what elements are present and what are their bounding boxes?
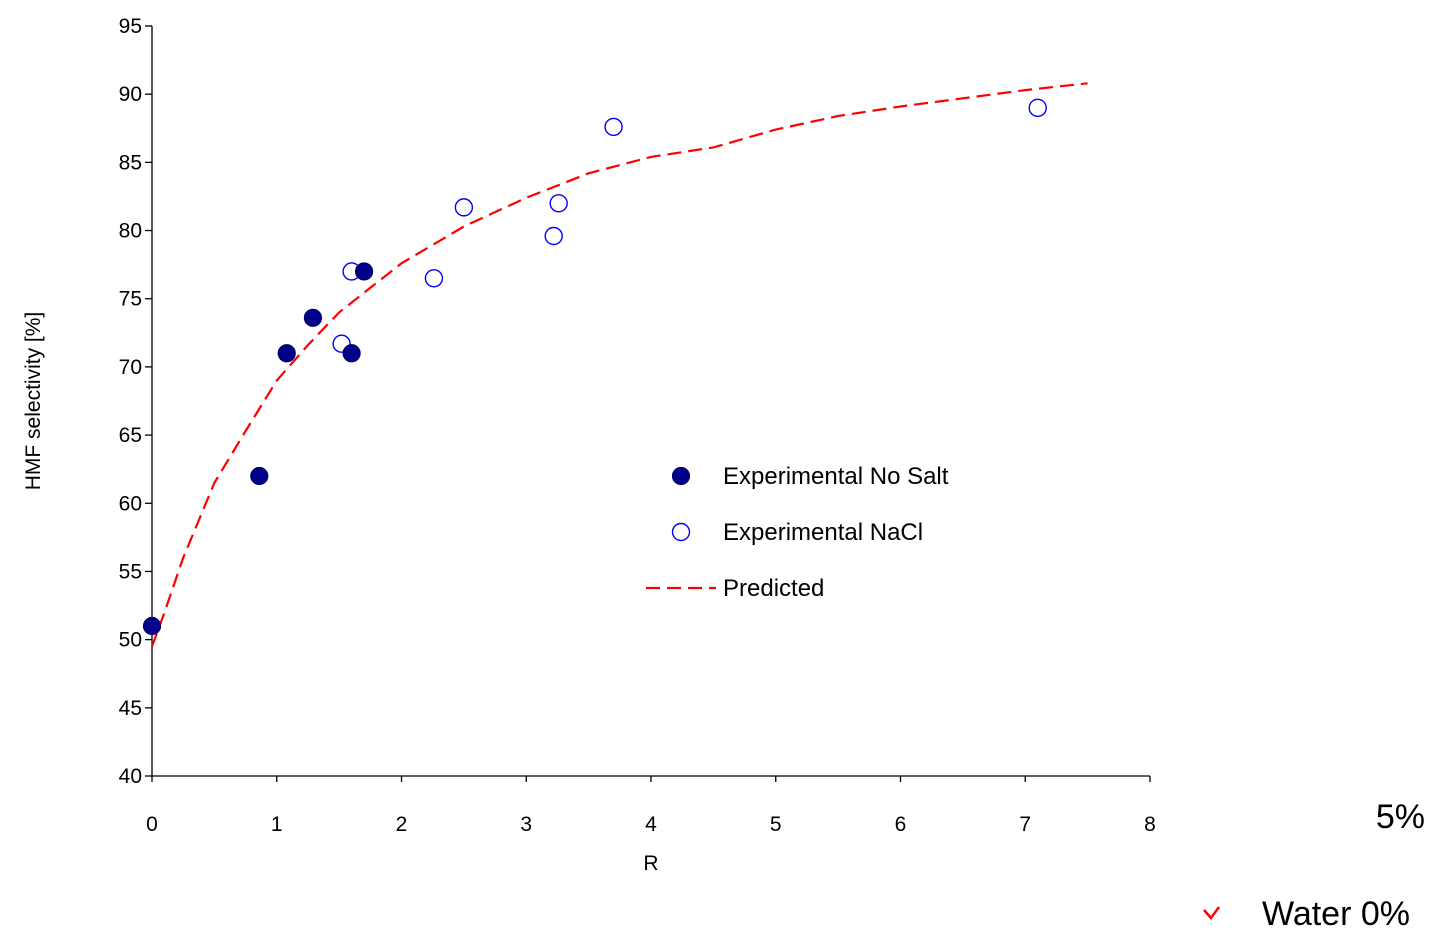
- y-tick-label: 40: [119, 765, 142, 788]
- x-tick-label: 6: [895, 813, 907, 836]
- chart-axes: [145, 25, 1151, 782]
- x-tick-label: 5: [770, 813, 782, 836]
- x-tick-label: 7: [1019, 813, 1031, 836]
- x-tick-label: 8: [1144, 813, 1156, 836]
- overlay-top-fragment: 5%: [1376, 798, 1425, 836]
- no-salt-point: [354, 262, 374, 281]
- y-tick-label: 45: [119, 697, 142, 720]
- legend-no-salt-marker: [671, 466, 691, 486]
- no-salt-point: [250, 466, 269, 486]
- no-salt-point: [303, 308, 323, 327]
- y-tick-label: 95: [119, 15, 142, 38]
- nacl-point: [424, 269, 444, 288]
- legend: Experimental No Salt Experimental NaCl Pre…: [646, 463, 949, 602]
- y-tick-label: 80: [119, 220, 142, 243]
- x-tick-label: 4: [645, 813, 657, 836]
- no-salt-point: [277, 344, 296, 363]
- legend-label: Predicted: [723, 575, 824, 602]
- y-tick-label: 85: [119, 151, 142, 174]
- x-tick-label: 3: [520, 813, 532, 836]
- x-tick-label: 0: [146, 813, 158, 836]
- legend-nacl-marker: [671, 522, 691, 542]
- red-check-icon: [1203, 906, 1221, 921]
- legend-label: Experimental NaCl: [723, 519, 923, 546]
- y-tick-labels: 40 45 50 55 60 65 70 75 80 85 90 95: [119, 15, 142, 788]
- nacl-point: [454, 198, 474, 217]
- legend-label: Experimental No Salt: [723, 463, 949, 490]
- predicted-line: [150, 82, 1088, 647]
- y-tick-label: 75: [119, 288, 142, 311]
- stray-overlay: 5% Water 0%: [1203, 798, 1425, 930]
- y-tick-label: 65: [119, 424, 142, 447]
- no-salt-point: [342, 344, 361, 363]
- y-tick-label: 70: [119, 356, 142, 379]
- y-tick-label: 55: [119, 560, 142, 583]
- x-tick-label: 2: [396, 813, 408, 836]
- plot-area: [142, 82, 1088, 647]
- nacl-point: [1028, 98, 1047, 118]
- overlay-bottom-fragment: Water 0%: [1262, 895, 1410, 930]
- x-axis-label: R: [643, 852, 658, 875]
- x-tick-label: 1: [271, 813, 283, 836]
- y-tick-label: 60: [119, 492, 142, 515]
- nacl-point: [549, 194, 568, 213]
- no-salt-point: [142, 616, 162, 636]
- nacl-point: [544, 226, 563, 246]
- y-axis-label: HMF selectivity [%]: [22, 312, 45, 491]
- x-tick-labels: 0 1 2 3 4 5 6 7 8: [146, 813, 1156, 836]
- nacl-point: [604, 117, 623, 137]
- y-tick-label: 50: [119, 629, 142, 652]
- y-tick-label: 90: [119, 83, 142, 106]
